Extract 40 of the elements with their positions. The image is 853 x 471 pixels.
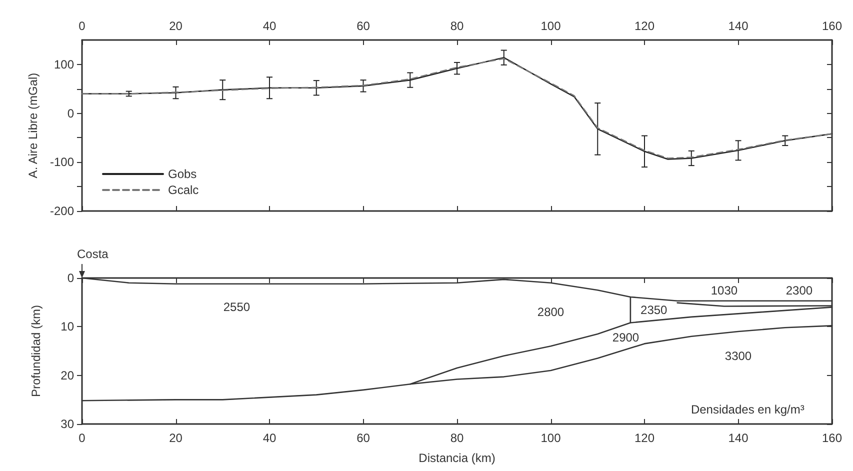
y-tick-label: -200 [50, 204, 74, 218]
x-tick-label: 60 [356, 431, 370, 445]
legend-label: Gcalc [168, 183, 199, 197]
x-tick-label: 100 [540, 431, 562, 445]
annotation: 2900 [612, 330, 640, 344]
y-tick-label: 100 [54, 57, 74, 72]
x-tick-label: 80 [450, 19, 464, 33]
x-tick-label: 0 [78, 19, 86, 33]
x-tick-label: 140 [728, 431, 749, 445]
annotation: 2300 [786, 284, 813, 298]
annotation: 2350 [640, 303, 668, 318]
x-tick-label: 0 [78, 431, 86, 445]
annotation: Costa [77, 247, 109, 261]
y-tick-label: 20 [60, 368, 74, 382]
annotation: 3300 [724, 348, 752, 363]
annotation: 2550 [223, 300, 250, 314]
x-tick-label: 20 [169, 19, 183, 33]
y-tick-label: -100 [50, 155, 74, 170]
x-tick-label: 160 [822, 19, 842, 33]
x-axis-title: Distancia (km) [418, 451, 496, 465]
y-tick-label: 0 [67, 271, 74, 285]
annotation: 1030 [710, 284, 738, 298]
x-tick-label: 60 [356, 19, 370, 33]
x-tick-label: 40 [262, 431, 276, 445]
annotation: Densidades en kg/m³ [690, 402, 804, 416]
x-tick-label: 160 [822, 431, 842, 445]
x-tick-label: 40 [262, 19, 276, 33]
x-tick-label: 80 [450, 431, 464, 445]
x-tick-label: 20 [169, 431, 183, 445]
x-tick-label: 100 [540, 19, 562, 33]
legend-label: Gobs [168, 167, 197, 181]
x-tick-label: 120 [634, 431, 655, 445]
y-tick-label: 30 [60, 417, 74, 431]
y-tick-label: 0 [67, 106, 74, 120]
x-tick-label: 120 [634, 19, 655, 33]
annotation: 2800 [537, 305, 564, 320]
y-axis-title: A. Aire Libre (mGal) [26, 72, 40, 178]
x-tick-label: 140 [728, 19, 749, 33]
y-tick-label: 10 [60, 320, 74, 334]
y-axis-title: Profundidad (km) [29, 304, 43, 398]
